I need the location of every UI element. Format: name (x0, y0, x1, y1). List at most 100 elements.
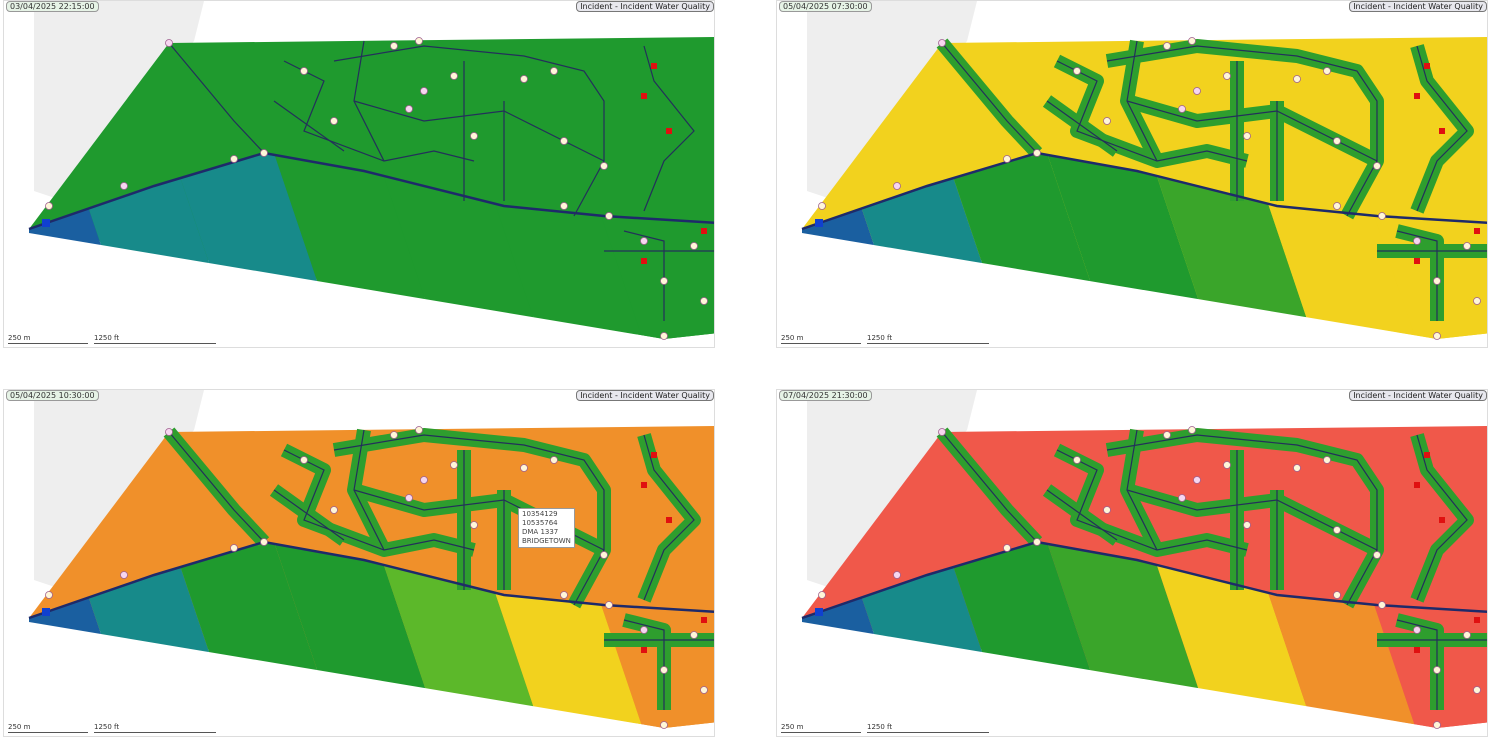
node (1073, 456, 1081, 464)
tooltip-line: 10535764 (522, 519, 558, 527)
node (640, 237, 648, 245)
node (938, 39, 946, 47)
node (120, 571, 128, 579)
node (1103, 506, 1111, 514)
background-area (34, 390, 204, 590)
node (165, 428, 173, 436)
main-pipe (801, 151, 1487, 231)
node (600, 162, 608, 170)
node (1413, 237, 1421, 245)
valve (1439, 517, 1445, 523)
node (405, 105, 413, 113)
node (818, 202, 826, 210)
node (1243, 132, 1251, 140)
scale-metric: 250 m (8, 334, 88, 344)
valve (1424, 63, 1430, 69)
node (1333, 591, 1341, 599)
node (605, 601, 613, 609)
valve (701, 228, 707, 234)
pipe (1396, 230, 1438, 321)
node (1323, 67, 1331, 75)
node (1193, 87, 1201, 95)
pipe (353, 40, 385, 162)
pipe (1416, 45, 1468, 212)
node (1333, 202, 1341, 210)
node (450, 72, 458, 80)
pipe (623, 619, 665, 710)
valve (1474, 228, 1480, 234)
node (520, 75, 528, 83)
node (450, 461, 458, 469)
valve (641, 647, 647, 653)
node (1178, 105, 1186, 113)
layer-label: Incident - Incident Water Quality (1349, 1, 1487, 12)
valve (651, 63, 657, 69)
valve (1414, 258, 1420, 264)
node (405, 494, 413, 502)
node (330, 117, 338, 125)
node (420, 476, 428, 484)
node (1413, 626, 1421, 634)
pipe (1056, 449, 1248, 551)
pipe (643, 434, 695, 601)
scale-imperial: 1250 ft (867, 334, 989, 344)
valve (666, 517, 672, 523)
node (660, 332, 668, 340)
scale-metric: 250 m (781, 334, 861, 344)
node (690, 242, 698, 250)
map-panel: 07/04/2025 21:30:00 Incident - Incident W… (776, 389, 1488, 737)
layer-label: Incident - Incident Water Quality (1349, 390, 1487, 401)
node (230, 155, 238, 163)
valve (641, 258, 647, 264)
node (1163, 42, 1171, 50)
node (415, 426, 423, 434)
quality-band (372, 542, 544, 728)
valve (666, 128, 672, 134)
pipe (1416, 434, 1468, 601)
node (1073, 67, 1081, 75)
node (1378, 601, 1386, 609)
node (700, 297, 708, 305)
node (230, 544, 238, 552)
main-pipe (28, 540, 714, 620)
quality-band (372, 153, 544, 339)
node (470, 132, 478, 140)
node (300, 67, 308, 75)
node (1188, 37, 1196, 45)
node (1433, 277, 1441, 285)
node (330, 506, 338, 514)
node (600, 551, 608, 559)
node (1188, 426, 1196, 434)
node (560, 137, 568, 145)
quality-band (1145, 542, 1317, 728)
node (700, 686, 708, 694)
timestamp: 07/04/2025 21:30:00 (779, 390, 872, 401)
scale-metric: 250 m (781, 723, 861, 733)
node (1463, 631, 1471, 639)
node (1333, 137, 1341, 145)
node (260, 149, 268, 157)
map-panel: 05/04/2025 10:30:00 Incident - Incident W… (3, 389, 715, 737)
node (45, 202, 53, 210)
node (560, 202, 568, 210)
valve (651, 452, 657, 458)
scale-imperial: 1250 ft (94, 723, 216, 733)
node (420, 87, 428, 95)
node (1433, 666, 1441, 674)
node (1473, 686, 1481, 694)
node (1243, 521, 1251, 529)
scale-imperial: 1250 ft (94, 334, 216, 344)
node (690, 631, 698, 639)
valve (701, 617, 707, 623)
node (120, 182, 128, 190)
pipe (941, 42, 1038, 154)
valve (641, 482, 647, 488)
node (640, 626, 648, 634)
pipe (353, 429, 385, 551)
node (1293, 75, 1301, 83)
node (550, 67, 558, 75)
pipe (273, 489, 345, 541)
node (1433, 332, 1441, 340)
map (801, 1, 1487, 340)
